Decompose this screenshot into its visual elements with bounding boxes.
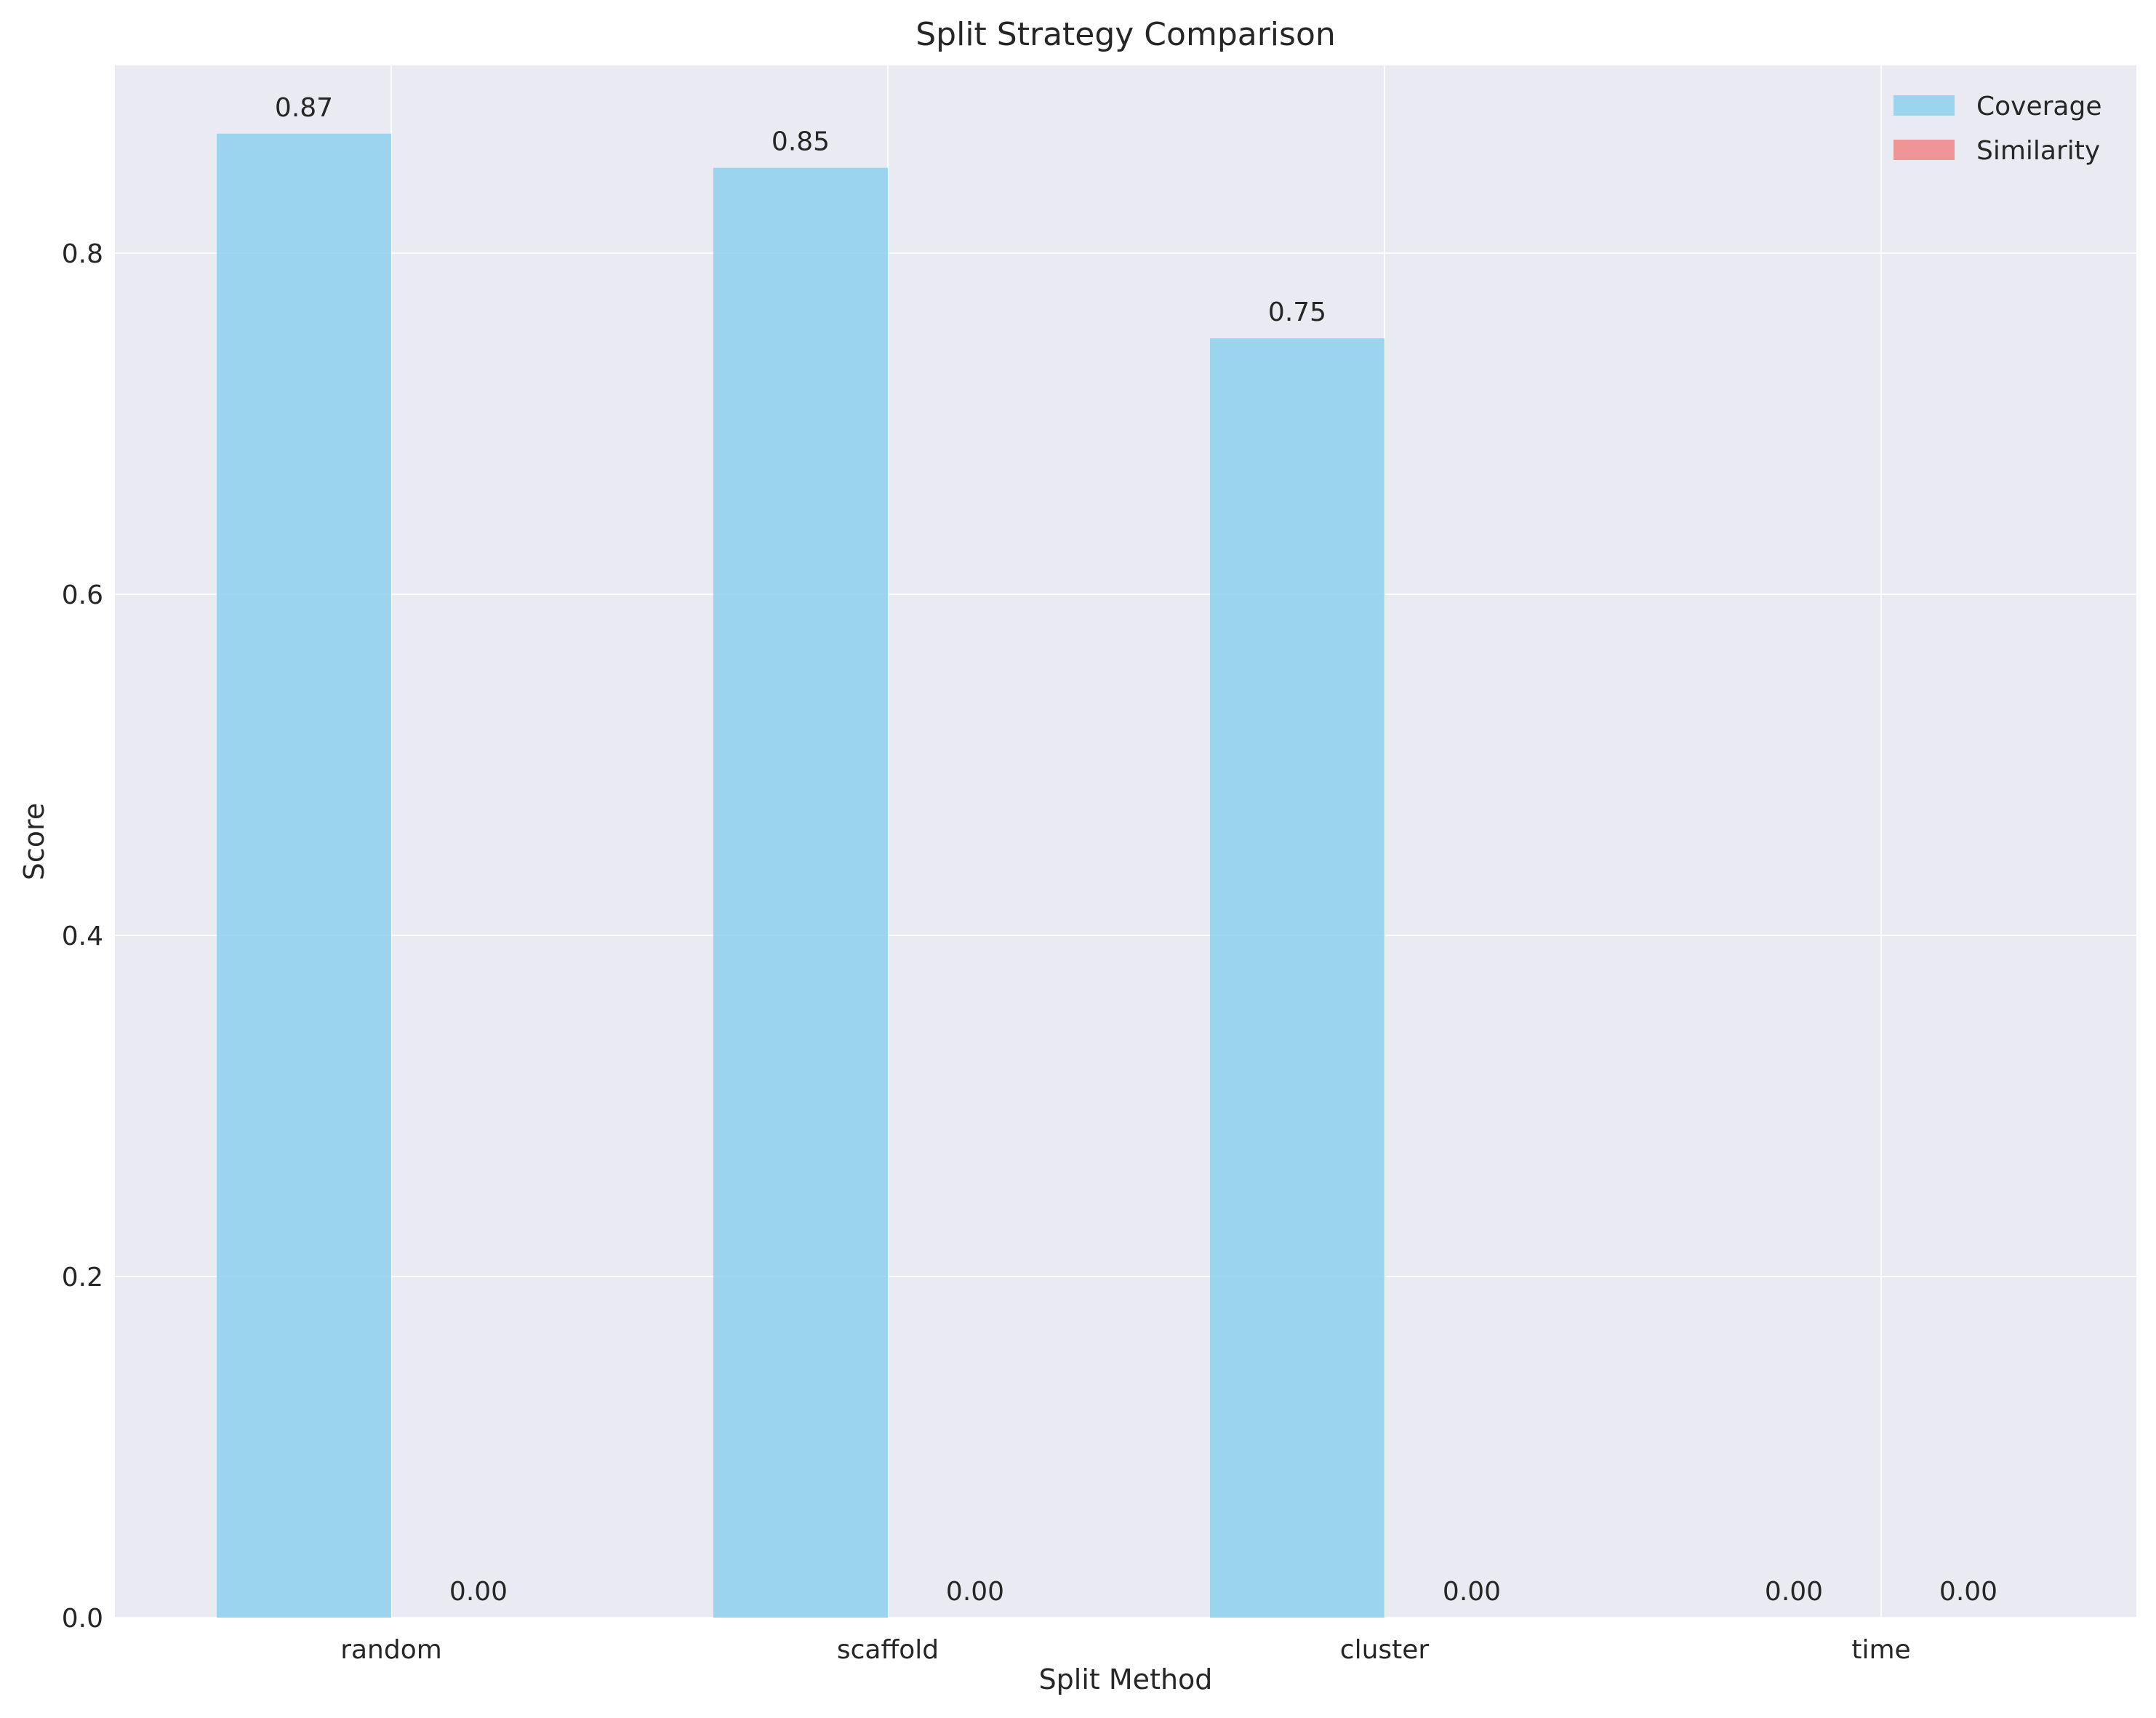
y-axis-label: Score [18, 803, 50, 880]
y-tick-label: 0.0 [62, 1604, 103, 1634]
bar-coverage-scaffold [713, 167, 888, 1618]
data-label-similarity-scaffold: 0.00 [946, 1577, 1004, 1607]
bar-coverage-random [217, 133, 391, 1618]
y-tick-label: 0.8 [62, 239, 103, 269]
data-label-similarity-time: 0.00 [1939, 1577, 1997, 1607]
legend: Coverage Similarity [1893, 92, 2101, 166]
data-label-coverage-scaffold: 0.85 [772, 127, 830, 157]
legend-label-coverage: Coverage [1976, 92, 2101, 121]
x-tick-label-random: random [340, 1635, 442, 1665]
data-label-similarity-random: 0.00 [449, 1577, 508, 1607]
x-tick-label-scaffold: scaffold [837, 1635, 939, 1665]
y-tick-label: 0.4 [62, 922, 103, 951]
chart-title: Split Strategy Comparison [915, 16, 1336, 53]
y-tick-label: 0.2 [62, 1263, 103, 1293]
data-labels: 0.87 0.85 0.75 0.00 0.00 0.00 0.00 0.00 [275, 93, 1997, 1607]
bars [217, 133, 1384, 1618]
legend-swatch-similarity [1893, 140, 1955, 160]
x-tick-label-cluster: cluster [1340, 1635, 1430, 1665]
x-axis-label: Split Method [1039, 1663, 1213, 1695]
data-label-coverage-cluster: 0.75 [1268, 297, 1326, 327]
x-axis-ticks: random scaffold cluster time [340, 1635, 1910, 1665]
y-axis-ticks: 0.0 0.2 0.4 0.6 0.8 [62, 239, 103, 1634]
x-tick-label-time: time [1851, 1635, 1910, 1665]
legend-swatch-coverage [1893, 95, 1955, 116]
bar-coverage-cluster [1210, 338, 1384, 1618]
data-label-similarity-cluster: 0.00 [1443, 1577, 1501, 1607]
legend-label-similarity: Similarity [1976, 136, 2100, 166]
data-label-coverage-time: 0.00 [1765, 1577, 1823, 1607]
plot-area [115, 65, 2136, 1618]
data-label-coverage-random: 0.87 [275, 93, 333, 123]
y-tick-label: 0.6 [62, 580, 103, 610]
